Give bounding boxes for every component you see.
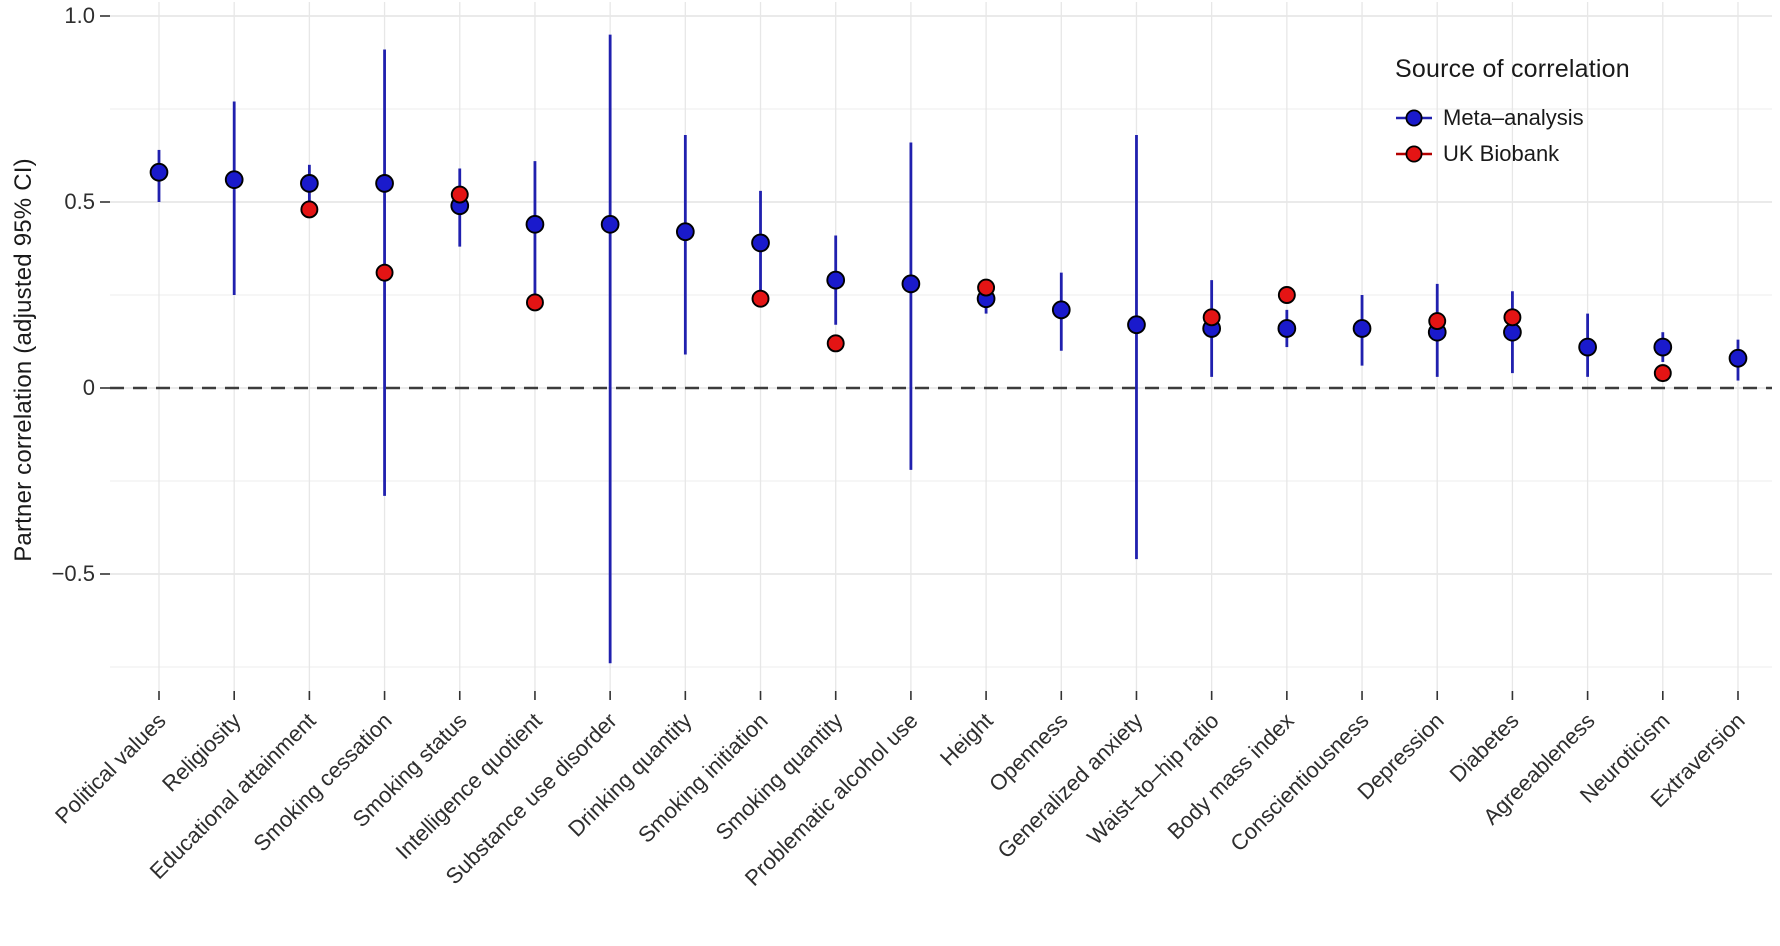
- uk-biobank-point: [375, 263, 394, 282]
- meta-analysis-point: [1503, 322, 1522, 342]
- uk-biobank-point: [751, 289, 770, 308]
- meta-analysis-point: [224, 170, 244, 190]
- uk-biobank-key-icon: [1396, 145, 1432, 163]
- y-axis-title: Partner correlation (adjusted 95% CI): [10, 158, 37, 562]
- uk-biobank-point: [450, 185, 469, 204]
- uk-biobank-point: [977, 278, 996, 297]
- meta-analysis-point: [525, 214, 545, 234]
- uk-biobank-point: [1653, 364, 1672, 383]
- y-tick-label: 0.5: [64, 189, 95, 214]
- legend-label-uk-biobank: UK Biobank: [1443, 141, 1560, 166]
- uk-biobank-point: [300, 200, 319, 219]
- meta-analysis-point: [149, 162, 169, 182]
- meta-analysis-point: [675, 222, 695, 242]
- legend-item-meta-analysis: Meta–analysis: [1395, 100, 1630, 136]
- meta-analysis-point: [600, 214, 620, 234]
- meta-analysis-point: [375, 174, 394, 193]
- uk-biobank-point: [1202, 308, 1221, 327]
- legend-title: Source of correlation: [1395, 55, 1630, 83]
- meta-analysis-point: [826, 270, 846, 290]
- meta-analysis-key-icon: [1396, 109, 1432, 127]
- y-tick-label: 1.0: [64, 3, 95, 28]
- meta-analysis-point: [1578, 337, 1597, 357]
- meta-analysis-point: [751, 233, 770, 253]
- uk-biobank-point: [1503, 308, 1522, 327]
- meta-analysis-point: [1352, 319, 1372, 338]
- uk-biobank-point: [526, 293, 544, 312]
- legend-key-dot: [1405, 145, 1423, 163]
- uk-biobank-point: [1277, 286, 1296, 304]
- meta-analysis-point: [1728, 348, 1748, 368]
- meta-analysis-point: [1127, 315, 1146, 335]
- meta-analysis-point: [1277, 319, 1297, 338]
- legend-item-uk-biobank: UK Biobank: [1395, 136, 1630, 172]
- legend-key-dot: [1405, 109, 1423, 127]
- meta-analysis-point: [1653, 337, 1673, 357]
- legend: Source of correlation Meta–analysis UK B…: [1395, 55, 1630, 172]
- meta-analysis-point: [1051, 300, 1071, 320]
- uk-biobank-point: [1428, 312, 1447, 330]
- y-tick-label: 0: [82, 375, 95, 400]
- uk-biobank-point: [826, 334, 845, 353]
- legend-label-meta-analysis: Meta–analysis: [1443, 105, 1584, 130]
- meta-analysis-point: [300, 174, 319, 193]
- y-tick-label: −0.5: [51, 561, 95, 586]
- meta-analysis-point: [901, 274, 921, 294]
